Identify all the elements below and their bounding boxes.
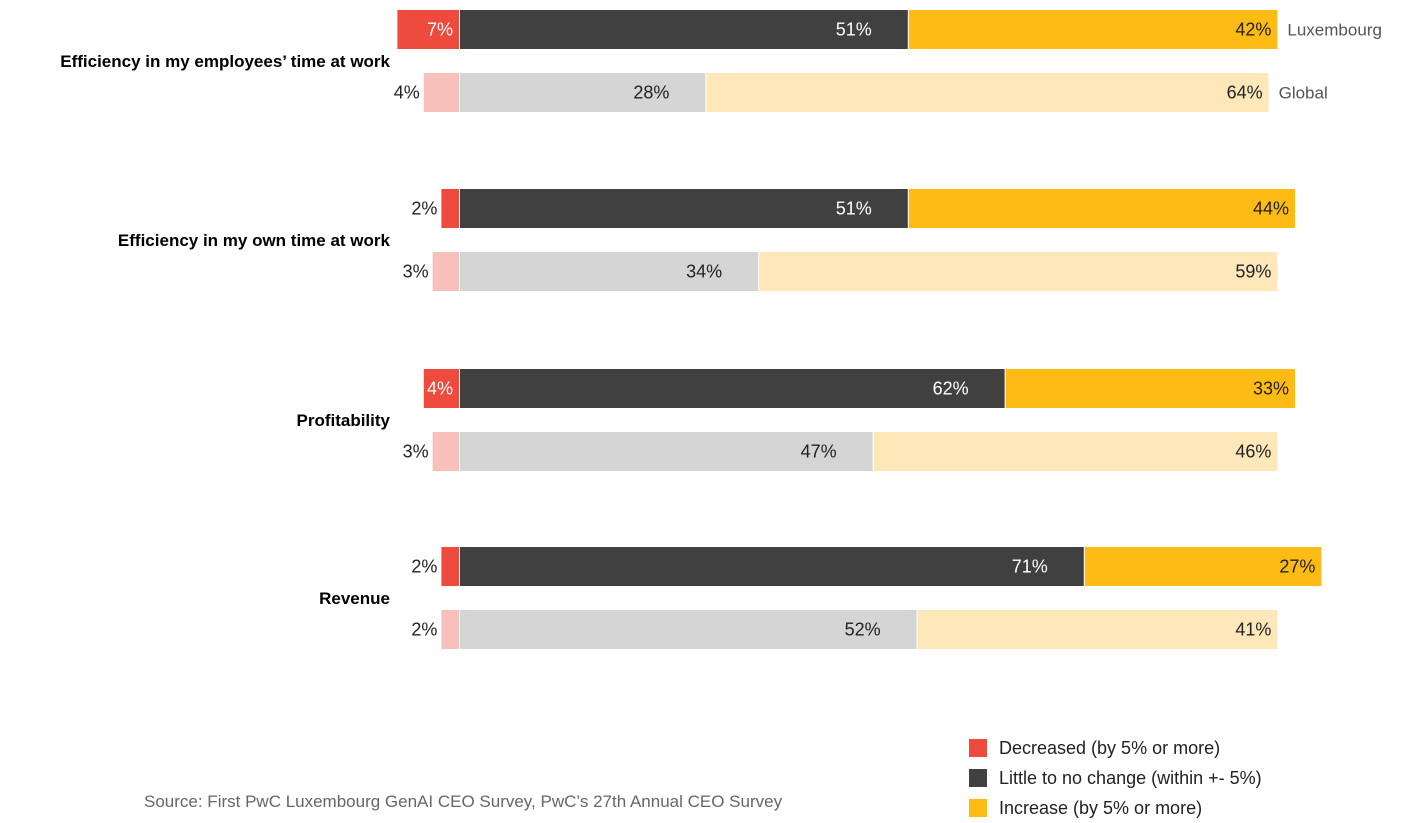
category-label-profitability: Profitability (296, 411, 390, 430)
label-increase-global-efficiency-in-my-own-time-at-work: 59% (1235, 262, 1271, 282)
bar-no-change-luxembourg-efficiency-in-my-employees-time-at-work (460, 10, 908, 49)
bar-decreased-global-profitability (432, 432, 459, 471)
legend-label-no-change: Little to no change (within +- 5%) (999, 767, 1262, 788)
legend: Decreased (by 5% or more) Little to no c… (969, 733, 1262, 823)
bar-decreased-global-efficiency-in-my-employees-time-at-work (423, 73, 459, 112)
bar-no-change-global-efficiency-in-my-employees-time-at-work (460, 73, 706, 112)
label-decreased-luxembourg-efficiency-in-my-own-time-at-work: 2% (411, 199, 437, 219)
label-no-change-luxembourg-profitability: 62% (933, 379, 969, 399)
bar-increase-luxembourg-efficiency-in-my-employees-time-at-work (908, 10, 1278, 49)
label-no-change-global-efficiency-in-my-employees-time-at-work: 28% (633, 83, 669, 103)
label-increase-luxembourg-profitability: 33% (1253, 379, 1289, 399)
bar-increase-luxembourg-revenue (1084, 547, 1322, 586)
label-decreased-global-efficiency-in-my-own-time-at-work: 3% (403, 262, 429, 282)
bar-decreased-global-revenue (441, 610, 459, 649)
label-increase-global-revenue: 41% (1235, 620, 1271, 640)
bar-increase-luxembourg-efficiency-in-my-own-time-at-work (908, 189, 1295, 228)
label-no-change-luxembourg-revenue: 71% (1012, 557, 1048, 577)
legend-item-increase: Increase (by 5% or more) (969, 793, 1262, 823)
label-decreased-luxembourg-profitability: 4% (427, 379, 453, 399)
label-no-change-luxembourg-efficiency-in-my-employees-time-at-work: 51% (836, 20, 872, 40)
stacked-bar-chart: Efficiency in my employees’ time at work… (60, 10, 1382, 649)
label-no-change-global-profitability: 47% (801, 442, 837, 462)
group-tag-luxembourg: Luxembourg (1287, 21, 1382, 40)
bar-no-change-global-revenue (460, 610, 917, 649)
label-decreased-global-efficiency-in-my-employees-time-at-work: 4% (394, 83, 420, 103)
label-no-change-luxembourg-efficiency-in-my-own-time-at-work: 51% (836, 199, 872, 219)
legend-item-decreased: Decreased (by 5% or more) (969, 733, 1262, 763)
category-label-revenue: Revenue (319, 589, 390, 608)
source-note: Source: First PwC Luxembourg GenAI CEO S… (144, 792, 783, 811)
label-decreased-global-profitability: 3% (403, 442, 429, 462)
bar-increase-global-revenue (917, 610, 1278, 649)
bar-decreased-luxembourg-efficiency-in-my-employees-time-at-work (397, 10, 459, 49)
bar-no-change-luxembourg-profitability (460, 369, 1005, 408)
label-increase-global-efficiency-in-my-employees-time-at-work: 64% (1227, 83, 1263, 103)
bar-decreased-luxembourg-efficiency-in-my-own-time-at-work (441, 189, 459, 228)
legend-label-increase: Increase (by 5% or more) (999, 797, 1203, 818)
legend-swatch-increase (969, 799, 987, 817)
bar-increase-global-profitability (873, 432, 1278, 471)
label-increase-luxembourg-efficiency-in-my-own-time-at-work: 44% (1253, 199, 1289, 219)
legend-swatch-no-change (969, 769, 987, 787)
category-label-efficiency-in-my-employees-time-at-work: Efficiency in my employees’ time at work (60, 52, 390, 71)
label-increase-luxembourg-efficiency-in-my-employees-time-at-work: 42% (1235, 20, 1271, 40)
bar-no-change-luxembourg-revenue (460, 547, 1084, 586)
bar-increase-luxembourg-profitability (1005, 369, 1295, 408)
label-no-change-global-efficiency-in-my-own-time-at-work: 34% (686, 262, 722, 282)
bar-no-change-global-profitability (460, 432, 873, 471)
category-label-efficiency-in-my-own-time-at-work: Efficiency in my own time at work (118, 231, 391, 250)
label-decreased-global-revenue: 2% (411, 620, 437, 640)
bar-no-change-global-efficiency-in-my-own-time-at-work (460, 252, 759, 291)
bar-decreased-global-efficiency-in-my-own-time-at-work (432, 252, 459, 291)
legend-label-decreased: Decreased (by 5% or more) (999, 737, 1221, 758)
label-no-change-global-revenue: 52% (845, 620, 881, 640)
bar-increase-global-efficiency-in-my-employees-time-at-work (706, 73, 1269, 112)
bar-decreased-luxembourg-revenue (441, 547, 459, 586)
bar-no-change-luxembourg-efficiency-in-my-own-time-at-work (460, 189, 908, 228)
legend-item-no-change: Little to no change (within +- 5%) (969, 763, 1262, 793)
label-increase-global-profitability: 46% (1235, 442, 1271, 462)
group-tag-global: Global (1279, 84, 1328, 103)
bar-decreased-luxembourg-profitability (423, 369, 459, 408)
label-decreased-luxembourg-efficiency-in-my-employees-time-at-work: 7% (427, 20, 453, 40)
label-decreased-luxembourg-revenue: 2% (411, 557, 437, 577)
legend-swatch-decreased (969, 739, 987, 757)
bar-increase-global-efficiency-in-my-own-time-at-work (759, 252, 1278, 291)
label-increase-luxembourg-revenue: 27% (1279, 557, 1315, 577)
